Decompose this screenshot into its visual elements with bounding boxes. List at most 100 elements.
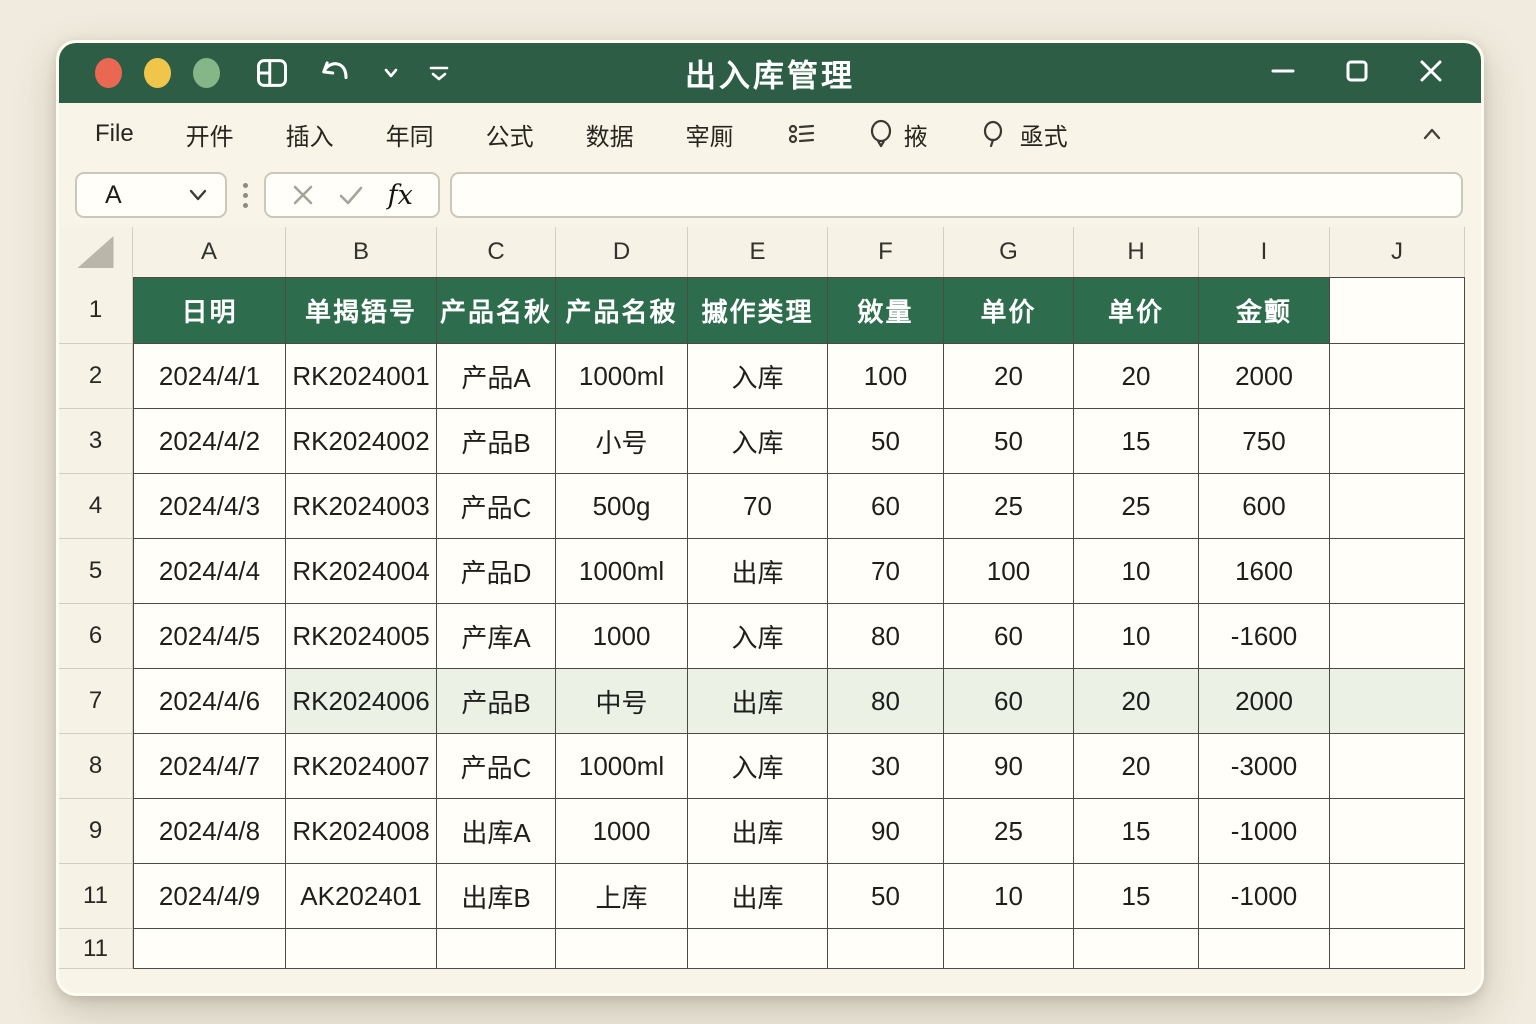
menu-insert[interactable]: 插入 (285, 123, 334, 151)
minimize-traffic-icon[interactable] (144, 58, 171, 88)
cell-E10[interactable]: 出库 (688, 864, 828, 929)
cell-header-G1[interactable]: 单价 (944, 277, 1074, 344)
cell-I9[interactable]: -1000 (1199, 799, 1330, 864)
cell-H6[interactable]: 10 (1074, 604, 1199, 669)
cell-G8[interactable]: 90 (944, 734, 1074, 799)
cell-D7[interactable]: 中号 (556, 669, 688, 734)
cell-C10[interactable]: 出库B (437, 864, 556, 929)
cell-header-H1[interactable]: 单价 (1074, 277, 1199, 344)
menu-layout[interactable]: 年同 (385, 123, 434, 151)
cell-A8[interactable]: 2024/4/7 (133, 734, 286, 799)
cell-E3[interactable]: 入库 (688, 409, 828, 474)
menu-data[interactable]: 数据 (585, 123, 634, 151)
cell-H10[interactable]: 15 (1074, 864, 1199, 929)
row-header-11[interactable]: 11 (59, 864, 133, 929)
cell-I5[interactable]: 1600 (1199, 539, 1330, 604)
select-all-corner[interactable] (59, 227, 133, 277)
cell-H7[interactable]: 20 (1074, 669, 1199, 734)
column-header-G[interactable]: G (944, 227, 1074, 277)
cell-G6[interactable]: 60 (944, 604, 1074, 669)
cell-C7[interactable]: 产品B (437, 669, 556, 734)
cell-E8[interactable]: 入库 (688, 734, 828, 799)
cell-header-B1[interactable]: 单揭铻号 (286, 277, 437, 344)
cell-header-D1[interactable]: 产品名秛 (556, 277, 688, 344)
cell-G2[interactable]: 20 (944, 344, 1074, 409)
cell-C8[interactable]: 产品C (437, 734, 556, 799)
cell-G3[interactable]: 50 (944, 409, 1074, 474)
cell-A2[interactable]: 2024/4/1 (133, 344, 286, 409)
cell-H9[interactable]: 15 (1074, 799, 1199, 864)
menu-review[interactable]: 宰厠 (685, 123, 734, 151)
cell-A4[interactable]: 2024/4/3 (133, 474, 286, 539)
cell-G4[interactable]: 25 (944, 474, 1074, 539)
cell-I10[interactable]: -1000 (1199, 864, 1330, 929)
cell-E5[interactable]: 出库 (688, 539, 828, 604)
cell-J4[interactable] (1330, 474, 1465, 539)
cell-J1[interactable] (1330, 277, 1465, 344)
name-box-dropdown-icon[interactable] (187, 186, 209, 204)
cell-G10[interactable]: 10 (944, 864, 1074, 929)
cell-D8[interactable]: 1000ml (556, 734, 688, 799)
cell-header-C1[interactable]: 产品名秋 (437, 277, 556, 344)
minimize-icon[interactable] (1269, 57, 1297, 90)
row-header-3[interactable]: 3 (59, 409, 133, 474)
menu-home[interactable]: 开件 (185, 123, 234, 151)
cell-J5[interactable] (1330, 539, 1465, 604)
menu-file[interactable]: File (95, 120, 134, 147)
menu-list-item[interactable] (786, 121, 816, 147)
cell-H3[interactable]: 15 (1074, 409, 1199, 474)
cell-A7[interactable]: 2024/4/6 (133, 669, 286, 734)
cell-B3[interactable]: RK2024002 (286, 409, 437, 474)
cell-I7[interactable]: 2000 (1199, 669, 1330, 734)
formula-input[interactable] (450, 172, 1463, 218)
cell-F4[interactable]: 60 (828, 474, 944, 539)
row-header-6[interactable]: 6 (59, 604, 133, 669)
row-header-1[interactable]: 1 (59, 277, 133, 344)
cell-E6[interactable]: 入库 (688, 604, 828, 669)
column-header-J[interactable]: J (1330, 227, 1465, 277)
cell-D2[interactable]: 1000ml (556, 344, 688, 409)
cell-G-empty[interactable] (944, 929, 1074, 969)
cell-D-empty[interactable] (556, 929, 688, 969)
customize-icon[interactable] (426, 60, 452, 86)
column-header-A[interactable]: A (133, 227, 286, 277)
cell-D3[interactable]: 小号 (556, 409, 688, 474)
cell-A3[interactable]: 2024/4/2 (133, 409, 286, 474)
zoom-traffic-icon[interactable] (193, 58, 220, 88)
collapse-ribbon-icon[interactable] (1419, 123, 1445, 145)
cell-I3[interactable]: 750 (1199, 409, 1330, 474)
cell-G9[interactable]: 25 (944, 799, 1074, 864)
menu-tellme-item[interactable]: 掖 (868, 117, 928, 152)
fx-icon[interactable]: fx (387, 179, 413, 211)
cell-header-I1[interactable]: 金颤 (1199, 277, 1330, 344)
cell-J10[interactable] (1330, 864, 1465, 929)
row-header-2[interactable]: 2 (59, 344, 133, 409)
cell-J3[interactable] (1330, 409, 1465, 474)
cell-D6[interactable]: 1000 (556, 604, 688, 669)
cell-C9[interactable]: 出库A (437, 799, 556, 864)
cell-I4[interactable]: 600 (1199, 474, 1330, 539)
name-box[interactable]: A (75, 172, 227, 218)
cell-F10[interactable]: 50 (828, 864, 944, 929)
cell-B2[interactable]: RK2024001 (286, 344, 437, 409)
cell-I-empty[interactable] (1199, 929, 1330, 969)
cell-A6[interactable]: 2024/4/5 (133, 604, 286, 669)
cell-J9[interactable] (1330, 799, 1465, 864)
cell-I8[interactable]: -3000 (1199, 734, 1330, 799)
cell-C2[interactable]: 产品A (437, 344, 556, 409)
row-header-4[interactable]: 4 (59, 474, 133, 539)
cell-D5[interactable]: 1000ml (556, 539, 688, 604)
cell-F-empty[interactable] (828, 929, 944, 969)
cell-J6[interactable] (1330, 604, 1465, 669)
chevron-down-icon[interactable] (382, 64, 400, 82)
cell-G5[interactable]: 100 (944, 539, 1074, 604)
cell-H-empty[interactable] (1074, 929, 1199, 969)
cell-E9[interactable]: 出库 (688, 799, 828, 864)
cell-F2[interactable]: 100 (828, 344, 944, 409)
cell-E-empty[interactable] (688, 929, 828, 969)
cell-D4[interactable]: 500g (556, 474, 688, 539)
column-header-B[interactable]: B (286, 227, 437, 277)
cell-D10[interactable]: 上库 (556, 864, 688, 929)
close-traffic-icon[interactable] (95, 58, 122, 88)
cell-header-F1[interactable]: 敓量 (828, 277, 944, 344)
